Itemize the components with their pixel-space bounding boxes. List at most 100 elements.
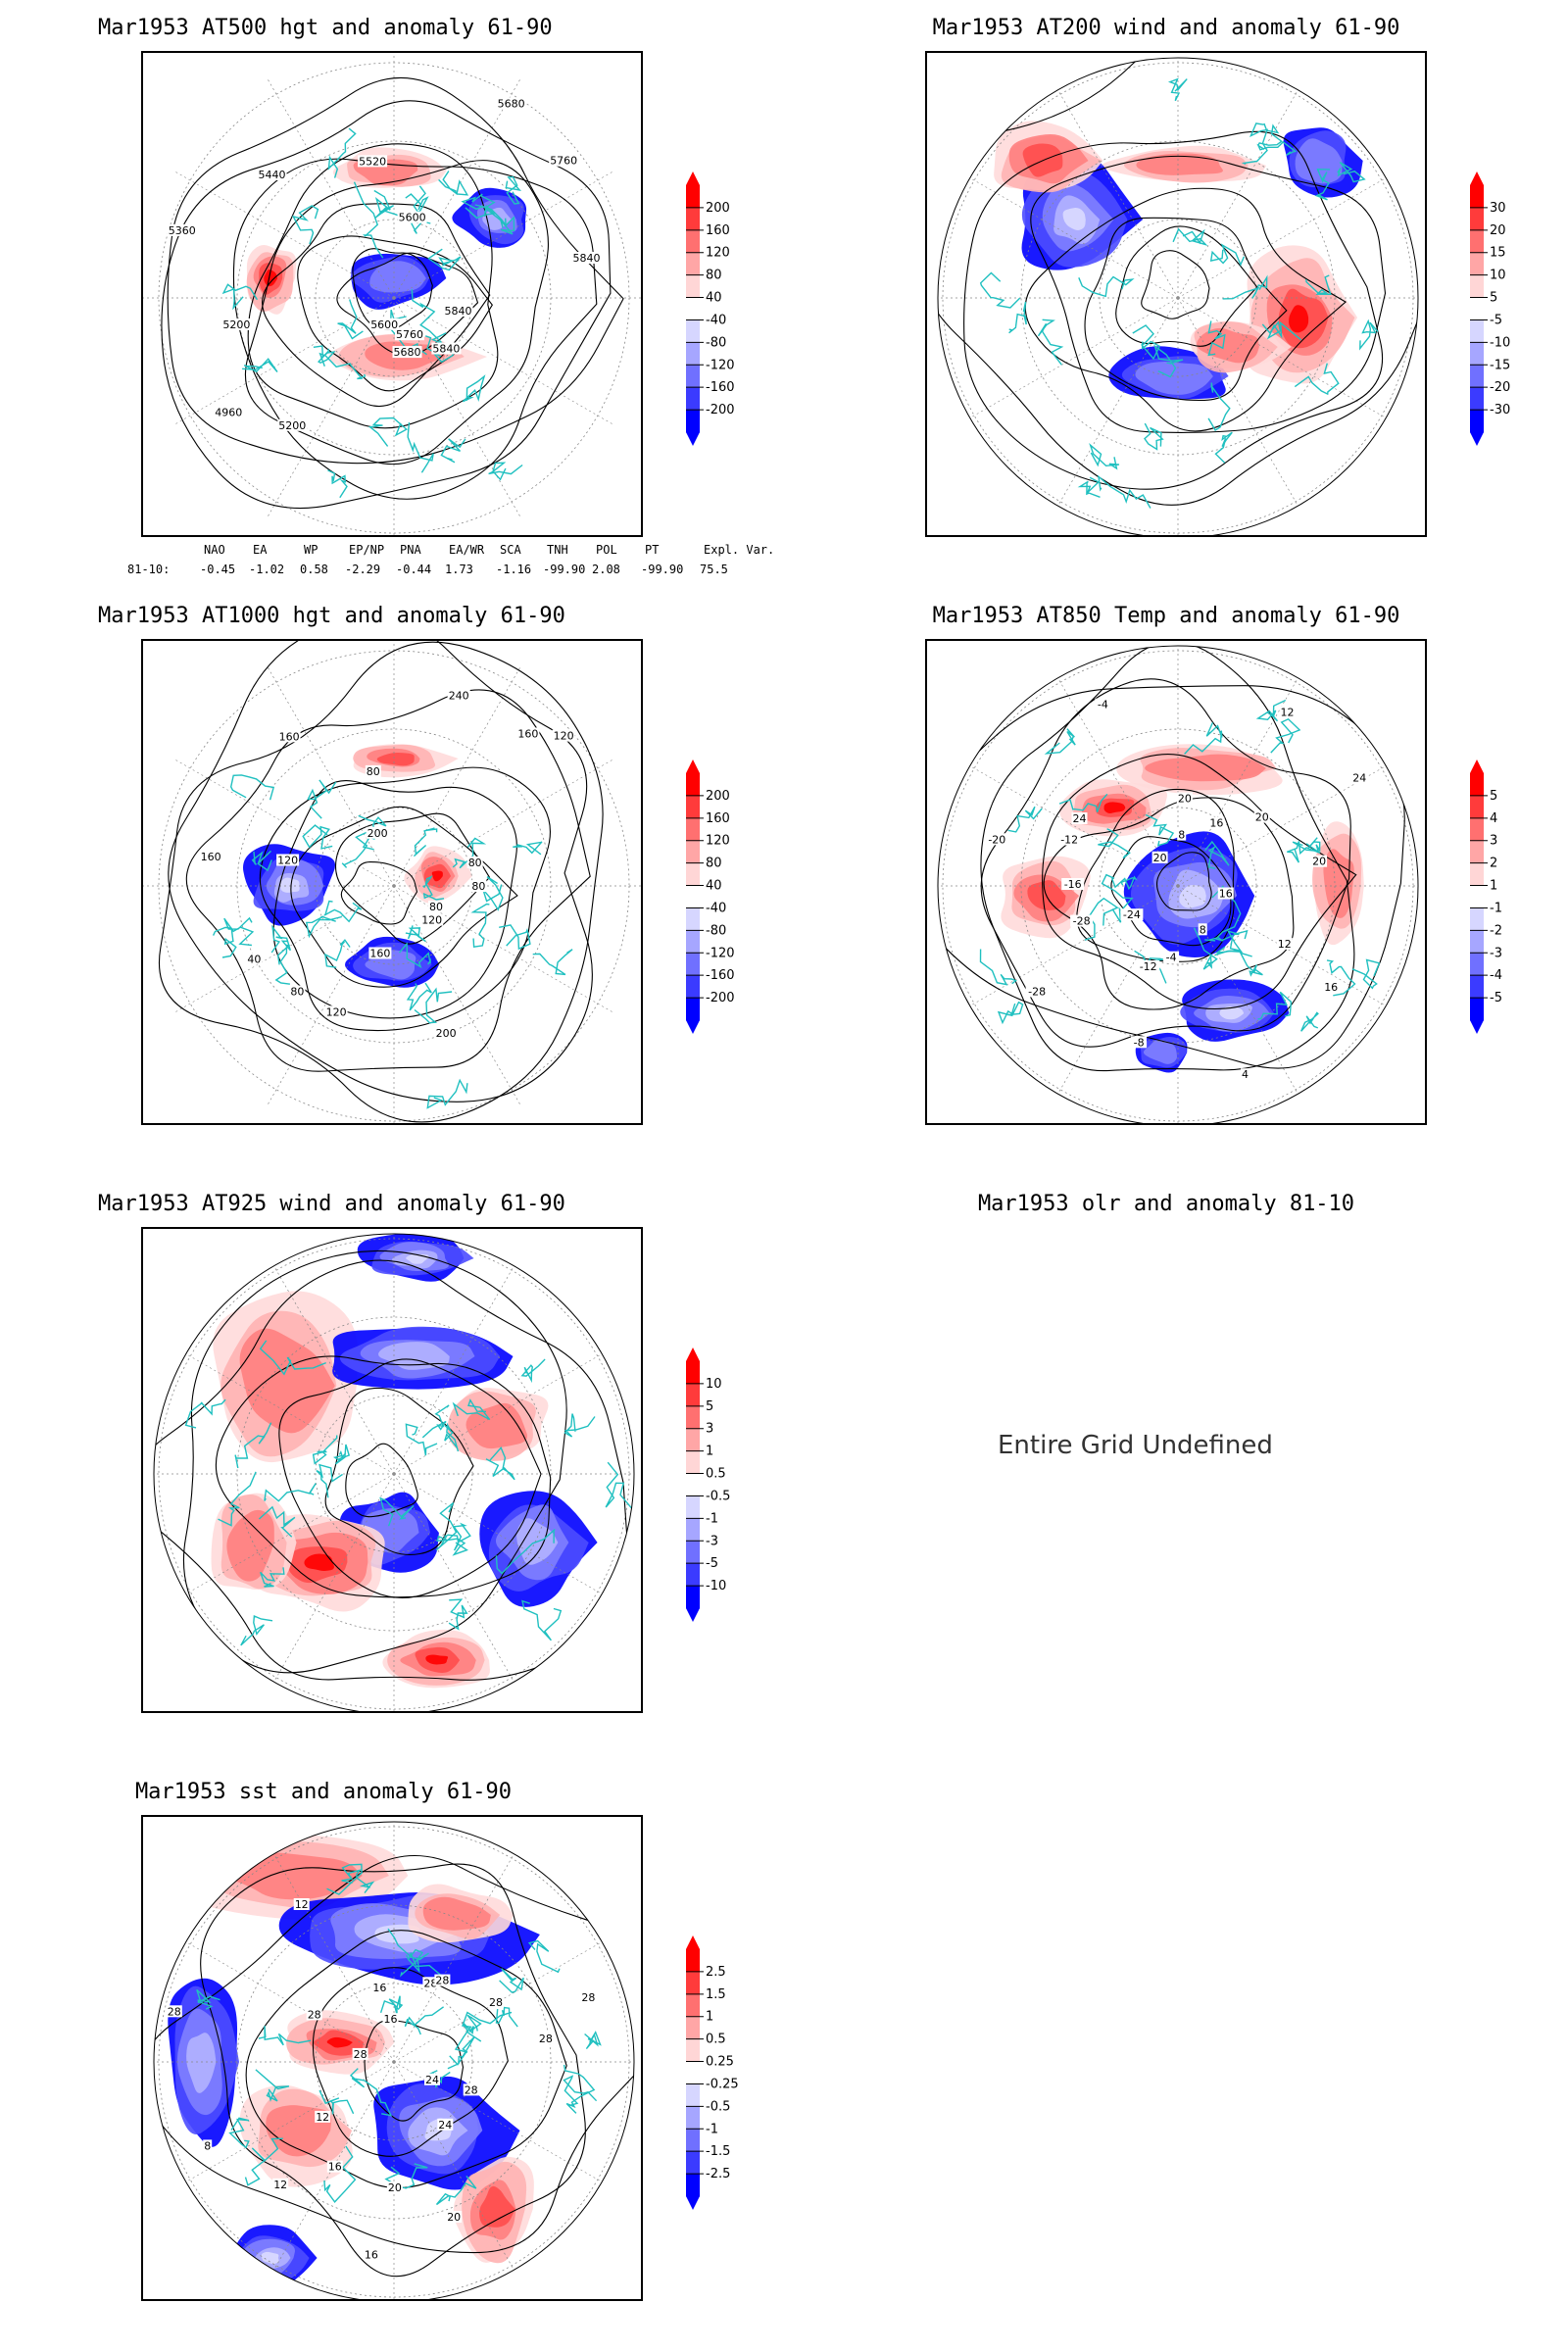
colorbar-segment xyxy=(686,2129,700,2152)
contour-line xyxy=(272,780,517,1019)
colorbar-bottom-arrow xyxy=(686,1020,700,1034)
contour-line xyxy=(182,1250,567,1674)
coastline xyxy=(1110,875,1138,891)
contour-label-bg xyxy=(1061,878,1085,890)
colorbar-tick-label: -5 xyxy=(1490,991,1502,1005)
coastline xyxy=(326,1863,363,1895)
colorbar-segment xyxy=(1470,319,1484,343)
teleconnection-value: -1.16 xyxy=(496,563,532,576)
contour-line xyxy=(161,100,612,510)
colorbar-segment xyxy=(686,1586,700,1609)
colorbar-tick-label: 5 xyxy=(1490,789,1497,804)
coastline xyxy=(435,1501,458,1551)
coastline xyxy=(1294,363,1340,396)
longitude-gridline xyxy=(1177,297,1306,519)
contour-label-bg xyxy=(466,856,483,868)
coastline xyxy=(291,205,319,245)
contour-label: 4 xyxy=(1242,1068,1249,1081)
coastline xyxy=(229,774,275,801)
contour-label-bg xyxy=(246,953,263,965)
contour-label-bg xyxy=(277,418,308,431)
coastline xyxy=(1257,991,1293,1020)
contour-label-bg xyxy=(365,764,381,777)
contour-label: 5520 xyxy=(359,155,386,168)
contour-label-bg xyxy=(1351,771,1368,784)
colorbar-segment xyxy=(686,1949,700,1973)
coastline xyxy=(379,1995,404,2016)
colorbar-bottom-arrow xyxy=(686,2196,700,2210)
colorbar-segment xyxy=(686,410,700,433)
colorbar-tick-label: -200 xyxy=(706,403,735,417)
colorbar-segment xyxy=(686,342,700,366)
contour-label: 5600 xyxy=(370,318,398,331)
colorbar-tick-label: 1 xyxy=(706,1445,713,1459)
colorbar-tick-label: 10 xyxy=(1490,269,1506,283)
contour-label: 8 xyxy=(204,2139,211,2152)
teleconnection-row-label: 81-10: xyxy=(127,563,171,576)
colorbar-tick-label: -10 xyxy=(706,1579,726,1593)
contour-label: 20 xyxy=(1255,811,1269,824)
contour-label: 120 xyxy=(554,730,574,743)
colorbar-tick-label: -120 xyxy=(706,358,735,372)
colorbar-bottom-arrow xyxy=(686,1608,700,1622)
anomaly-shade xyxy=(1062,208,1086,231)
colorbar-tick-label: -80 xyxy=(706,923,726,938)
coastline xyxy=(1044,728,1076,755)
teleconnection-header: PNA xyxy=(400,543,421,557)
contour-label: 28 xyxy=(581,1991,595,2004)
colorbar-segment xyxy=(686,817,700,842)
contour-label: -12 xyxy=(1140,960,1157,973)
contour-label-bg xyxy=(382,2013,399,2026)
colorbar-segment xyxy=(1470,862,1484,887)
colorbar-segment xyxy=(1470,252,1484,276)
colorbar-tick-label: 160 xyxy=(706,223,730,238)
coastline xyxy=(240,1614,273,1646)
anomaly-shade xyxy=(261,2251,279,2265)
colorbar-tick-label: 120 xyxy=(706,246,730,261)
colorbar-tick-label: 1 xyxy=(1490,879,1497,894)
teleconnection-header: TNH xyxy=(547,543,568,557)
contour-label-bg xyxy=(434,1027,458,1040)
longitude-gridline xyxy=(172,885,395,1014)
coastline xyxy=(327,469,348,499)
coastline xyxy=(258,2026,312,2046)
colorbar-segment xyxy=(686,2038,700,2063)
contour-line xyxy=(215,1355,552,1598)
contour-label: 12 xyxy=(295,1898,309,1911)
contour-label: 28 xyxy=(435,1975,449,1987)
coastline xyxy=(1058,793,1108,813)
contour-label: 120 xyxy=(277,855,298,867)
longitude-gridline xyxy=(956,885,1179,1014)
coastline xyxy=(1255,699,1287,722)
colorbar-tick-label: 15 xyxy=(1490,246,1506,261)
contour-label: 80 xyxy=(468,857,482,869)
contour-label-bg xyxy=(277,730,301,743)
contour-label: 200 xyxy=(368,827,388,840)
coastline xyxy=(327,127,357,178)
contour-label-bg xyxy=(392,346,422,359)
contour-label-bg xyxy=(1198,923,1207,936)
colorbar-segment xyxy=(686,319,700,343)
coastline xyxy=(979,271,1021,309)
colorbar-svg: 200 160 120 80 40 -40 -80 -120 -160 -200 xyxy=(686,172,735,446)
colorbar-tick-label: -1 xyxy=(1490,901,1502,915)
contour-label: 28 xyxy=(354,2048,368,2061)
coastline xyxy=(1337,161,1366,183)
contour-label-bg xyxy=(1120,908,1144,921)
colorbar-tick-label: -160 xyxy=(706,380,735,395)
coastline xyxy=(1287,841,1321,863)
colorbar-top-arrow xyxy=(686,1936,700,1949)
anomaly-shade xyxy=(226,1509,274,1582)
coastline xyxy=(1257,122,1283,146)
anomaly-shade xyxy=(422,1896,491,1931)
contour-label-bg xyxy=(276,854,300,866)
contour-line xyxy=(290,806,518,988)
contour-label-bg xyxy=(1253,810,1270,823)
colorbar-segment xyxy=(686,229,700,254)
colorbar-at200: 30 20 15 10 5 -5 -10 -15 -20 -30 xyxy=(1466,172,1554,446)
contour-label: 240 xyxy=(449,690,469,703)
contour-label-bg xyxy=(1025,985,1049,998)
colorbar-at850: 5 4 3 2 1 -1 -2 -3 -4 -5 xyxy=(1466,760,1554,1034)
coastline xyxy=(482,876,504,911)
contour-label-bg xyxy=(1137,960,1160,972)
